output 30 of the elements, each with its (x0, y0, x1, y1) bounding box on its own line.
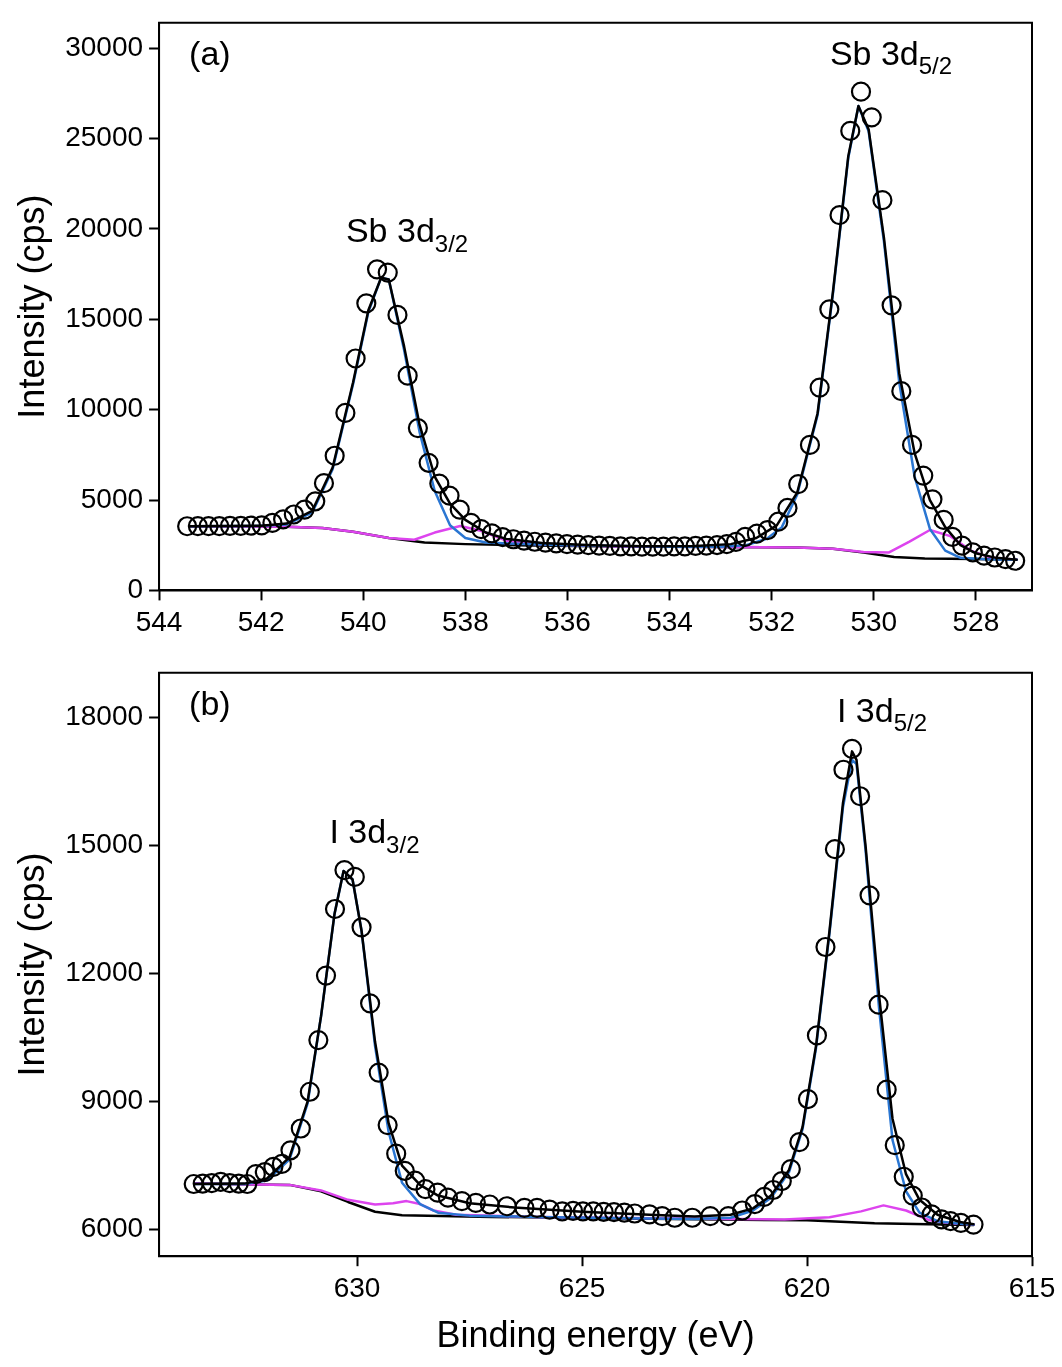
x-tick-label: 538 (442, 605, 489, 637)
x-tick-label: 530 (850, 605, 898, 637)
x-tick-label: 540 (339, 605, 387, 637)
x-tick-label: 615 (1008, 1271, 1056, 1303)
y-tick-label: 12000 (65, 956, 144, 988)
y-tick-label: 0 (127, 573, 144, 605)
y-axis-title: Intensity (cps) (10, 194, 52, 419)
y-tick-label: 15000 (65, 301, 144, 333)
y-axis-title: Intensity (cps) (10, 852, 52, 1077)
y-tick-label: 30000 (65, 30, 144, 62)
annotation: (b) (189, 684, 231, 723)
y-tick-label: 9000 (80, 1084, 144, 1116)
x-tick-label: 534 (646, 605, 693, 637)
x-tick-label: 630 (333, 1271, 381, 1303)
x-tick-label: 536 (544, 605, 591, 637)
y-tick-label: 15000 (65, 828, 144, 860)
x-axis-title: Binding energy (eV) (436, 1314, 755, 1356)
x-tick-label: 620 (783, 1271, 831, 1303)
y-tick-label: 20000 (65, 211, 144, 243)
x-tick-label: 542 (237, 605, 285, 637)
y-tick-label: 10000 (65, 392, 144, 424)
x-tick-label: 544 (135, 605, 183, 637)
annotation: (a) (189, 34, 231, 73)
y-tick-label: 25000 (65, 121, 144, 153)
x-tick-label: 532 (748, 605, 796, 637)
x-tick-label: 625 (558, 1271, 606, 1303)
y-tick-label: 18000 (65, 699, 144, 731)
x-tick-label: 528 (952, 605, 1000, 637)
y-tick-label: 6000 (80, 1212, 144, 1244)
y-tick-label: 5000 (80, 482, 144, 514)
